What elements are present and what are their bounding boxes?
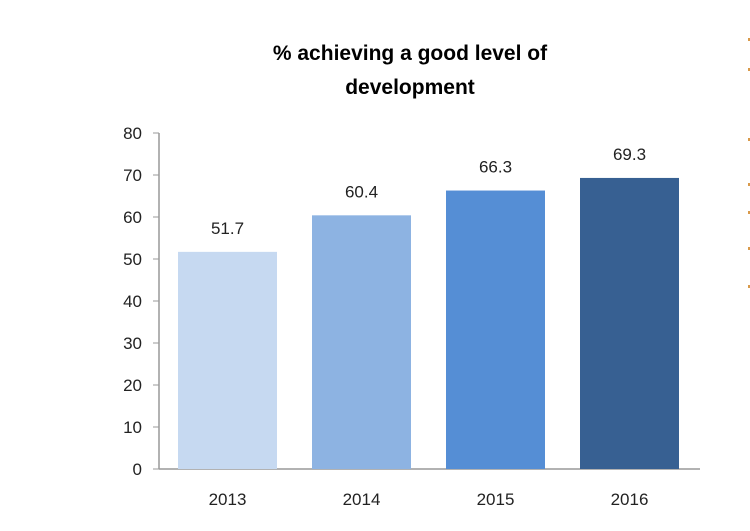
y-tick-label: 70: [123, 166, 142, 185]
bar-2016: [580, 177, 679, 469]
x-tick-label: 2015: [477, 490, 515, 509]
data-label: 69.3: [613, 145, 646, 164]
x-tick-label: 2016: [611, 490, 649, 509]
y-tick-label: 20: [123, 376, 142, 395]
y-tick-label: 80: [123, 124, 142, 143]
data-label: 66.3: [479, 158, 512, 177]
y-tick-label: 10: [123, 418, 142, 437]
edge-mark: [748, 247, 750, 250]
edge-mark: [748, 211, 750, 214]
bar-2015: [446, 190, 545, 470]
edge-mark: [748, 38, 750, 41]
chart-title-line-1: % achieving a good level of: [273, 42, 548, 65]
edge-mark: [748, 138, 750, 141]
x-tick-label: 2014: [343, 490, 381, 509]
y-tick-label: 40: [123, 292, 142, 311]
y-tick-label: 60: [123, 208, 142, 227]
bar-2013: [178, 251, 277, 469]
y-tick-label: 50: [123, 250, 142, 269]
bar-2014: [312, 215, 411, 469]
chart-title-line-2: development: [345, 76, 475, 99]
data-label: 60.4: [345, 182, 378, 201]
y-tick-label: 30: [123, 334, 142, 353]
x-tick-label: 2013: [209, 490, 247, 509]
edge-mark: [748, 183, 750, 186]
data-label: 51.7: [211, 219, 244, 238]
y-tick-label: 0: [133, 460, 142, 479]
edge-mark: [748, 68, 750, 71]
edge-mark: [748, 285, 750, 288]
